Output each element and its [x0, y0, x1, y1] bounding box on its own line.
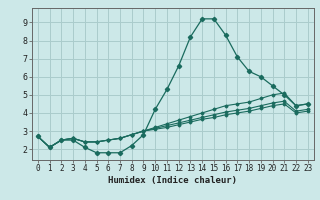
X-axis label: Humidex (Indice chaleur): Humidex (Indice chaleur)	[108, 176, 237, 185]
